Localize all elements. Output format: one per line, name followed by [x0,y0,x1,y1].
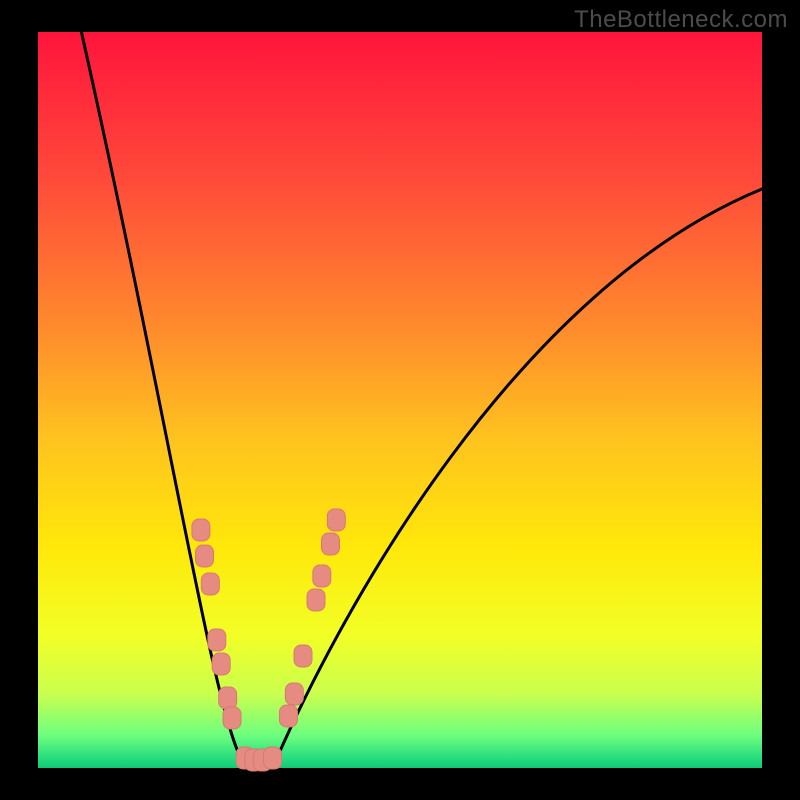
data-marker [196,545,214,567]
data-marker [294,645,312,667]
data-marker [219,687,237,709]
data-marker [280,705,298,727]
data-marker [321,533,339,555]
data-marker [285,683,303,705]
data-marker [327,509,345,531]
data-marker [223,707,241,729]
data-marker [307,589,325,611]
bottleneck-chart [0,0,800,800]
data-marker [212,653,230,675]
data-marker [192,519,210,541]
data-marker [313,565,331,587]
data-marker [264,747,282,769]
chart-svg [0,0,800,800]
plot-area [38,32,762,768]
data-marker [208,629,226,651]
data-marker [201,573,219,595]
